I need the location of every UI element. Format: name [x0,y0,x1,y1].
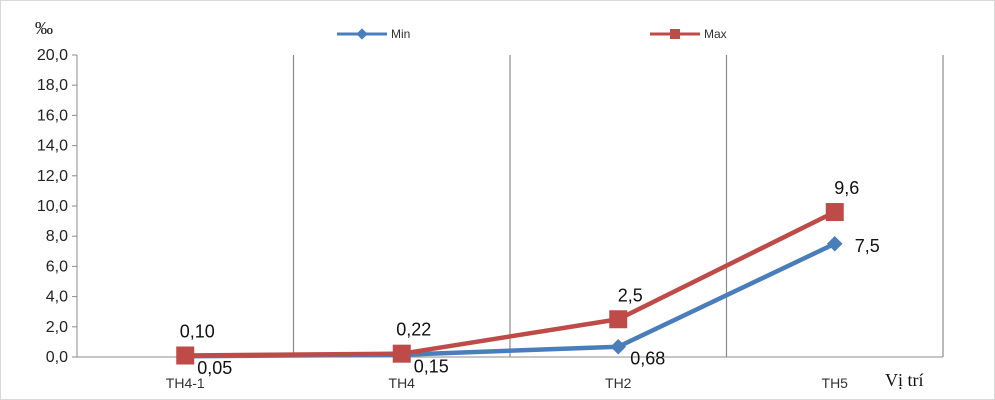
data-point-max [392,344,411,363]
legend-item-max: Max [650,27,727,41]
y-tick-label: 2,0 [46,319,68,336]
x-axis-title: Vị trí [885,370,924,390]
data-label-max: 9,6 [834,178,859,198]
x-tick-label: TH2 [605,375,632,391]
data-label-min: 0,15 [414,357,449,377]
data-label-min: 7,5 [855,236,880,256]
series-line-max [185,210,836,358]
y-tick-label: 4,0 [46,289,68,306]
y-tick-label: 0,0 [46,349,68,366]
y-tick-label: 8,0 [46,228,68,245]
legend-max-label: Max [704,27,727,41]
y-tick-label: 16,0 [37,107,68,124]
y-tick-label: 14,0 [37,138,68,155]
series [176,203,844,365]
x-tick-label: TH4-1 [166,375,205,391]
y-tick-label: 12,0 [37,168,68,185]
data-label-max: 0,10 [180,321,215,341]
data-label-min: 0,05 [197,358,232,378]
data-point-max [825,203,844,222]
y-tick-label: 18,0 [37,77,68,94]
data-label-max: 0,22 [396,320,431,340]
data-point-max [609,310,628,329]
y-tick-label: 10,0 [37,198,68,215]
data-point-min [826,235,843,252]
data-labels: 0,10 0,22 2,5 9,6 0,05 0,15 0,68 7,5 [180,178,880,378]
data-point-max [176,346,195,365]
x-axis-ticks: TH4-1 TH4 TH2 TH5 [166,375,848,391]
data-label-max: 2,5 [618,285,643,305]
x-tick-label: TH4 [389,375,416,391]
legend-min-label: Min [391,27,410,41]
x-tick-label: TH5 [822,375,849,391]
y-axis-ticks: 0,0 2,0 4,0 6,0 8,0 10,0 12,0 14,0 16,0 18,0 20,0 [37,47,77,366]
y-tick-label: 20,0 [37,47,68,64]
y-tick-label: 6,0 [46,258,68,275]
data-label-min: 0,68 [630,349,665,369]
legend-max-marker [670,29,680,39]
y-axis-title: ‰ [35,18,53,38]
